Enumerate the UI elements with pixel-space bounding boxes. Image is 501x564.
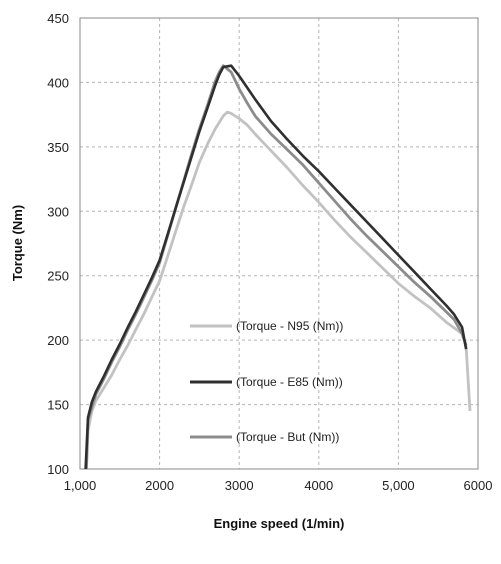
y-tick-label: 350 [47,140,69,155]
legend-label-but: (Torque - But (Nm)) [236,430,339,444]
x-tick-label: 6000 [464,478,493,493]
series-line-e85 [84,64,468,470]
y-tick-label: 300 [47,204,69,219]
y-axis-title: Torque (Nm) [10,205,25,281]
y-tick-label: 150 [47,398,69,413]
series-lines [84,64,472,470]
legend-label-n95: (Torque - N95 (Nm)) [236,319,343,333]
y-tick-label: 200 [47,333,69,348]
x-tick-label: 3000 [225,478,254,493]
gridlines [80,18,478,469]
y-tick-label: 400 [47,75,69,90]
x-tick-label: 4000 [304,478,333,493]
x-tick-label: 2000 [145,478,174,493]
x-tick-labels: 1,000 2000 3000 4000 5,000 6000 [64,478,493,493]
legend: (Torque - N95 (Nm)) (Torque - E85 (Nm)) … [190,319,343,444]
legend-item-n95: (Torque - N95 (Nm)) [190,319,343,333]
y-tick-labels: 100 150 200 250 300 350 400 450 [47,11,69,477]
series-line-n95 [85,110,472,470]
x-tick-label: 5,000 [382,478,415,493]
legend-label-e85: (Torque - E85 (Nm)) [236,375,343,389]
legend-item-e85: (Torque - E85 (Nm)) [190,375,343,389]
legend-item-but: (Torque - But (Nm)) [190,430,339,444]
x-tick-label: 1,000 [64,478,97,493]
y-tick-label: 450 [47,11,69,26]
x-axis-title: Engine speed (1/min) [214,516,345,531]
plot-frame [79,17,479,470]
y-tick-label: 250 [47,269,69,284]
y-tick-label: 100 [47,462,69,477]
